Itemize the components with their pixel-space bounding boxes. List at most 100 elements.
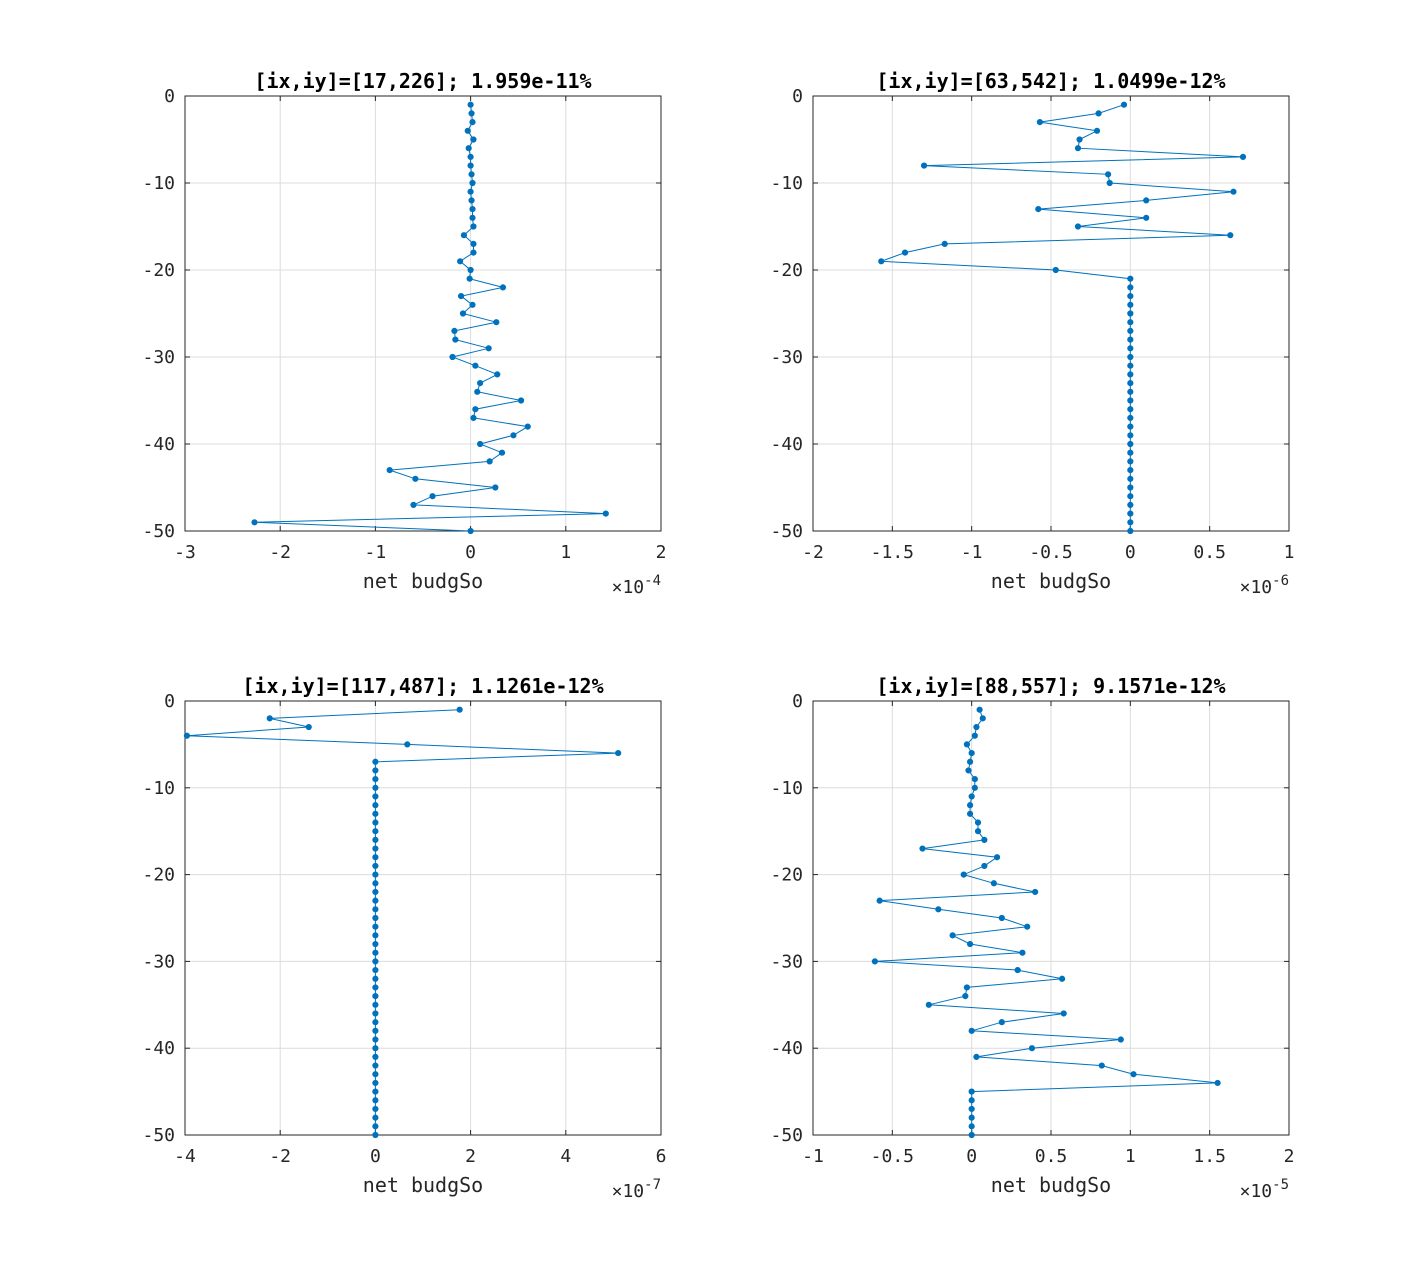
x-tick-label: -3 <box>174 542 196 563</box>
chart-title: [ix,iy]=[63,542]; 1.0499e-12% <box>876 69 1225 93</box>
x-axis-label: net budgSo <box>363 569 483 593</box>
data-point <box>1120 101 1128 108</box>
data-point <box>1127 327 1134 334</box>
x-axis-label: net budgSo <box>363 1173 483 1197</box>
data-point <box>979 715 986 722</box>
data-point <box>1127 275 1134 282</box>
data-point <box>1214 1079 1221 1087</box>
data-point <box>467 162 474 169</box>
x-tick-label: 1 <box>1125 1146 1136 1167</box>
data-point <box>465 145 472 152</box>
multiplier-base: ×10 <box>1240 577 1273 598</box>
data-point <box>1127 345 1134 352</box>
x-tick-label: -2 <box>269 542 291 563</box>
data-point <box>1127 284 1134 291</box>
data-point <box>1127 510 1134 517</box>
x-tick-label: 1 <box>1284 542 1295 563</box>
x-tick-label: -2 <box>802 542 824 563</box>
data-point <box>372 1123 379 1130</box>
x-tick-label: -2 <box>269 1146 291 1167</box>
data-point <box>968 1088 975 1095</box>
data-point <box>372 914 379 922</box>
data-point <box>974 819 982 826</box>
data-point <box>963 984 971 991</box>
data-point <box>470 414 477 421</box>
y-tick-label: -30 <box>142 951 175 972</box>
data-point <box>251 519 258 526</box>
data-point <box>935 906 942 913</box>
data-point <box>372 793 379 800</box>
data-point <box>372 1053 379 1060</box>
data-point <box>960 871 967 878</box>
data-point <box>372 888 379 896</box>
data-point <box>460 232 468 239</box>
data-point <box>464 127 471 134</box>
data-point <box>467 153 474 160</box>
data-point <box>1143 197 1150 204</box>
subplot-top-right: -2 -1.5 -1 -0.5 0 0.5 1 0 -10 -20 -30 -40 -50 [ix,iy]… <box>770 69 1294 598</box>
data-point <box>372 949 379 956</box>
y-tick-label: -20 <box>142 865 175 886</box>
data-point <box>456 706 463 713</box>
multiplier-exponent: -4 <box>644 573 661 589</box>
data-point <box>372 767 379 774</box>
data-point <box>469 301 476 308</box>
x-tick-label: 2 <box>1284 1146 1295 1167</box>
data-point <box>468 110 475 117</box>
data-point <box>1127 432 1134 439</box>
data-point <box>467 266 474 274</box>
data-point <box>457 258 464 265</box>
data-point <box>372 862 379 870</box>
data-point <box>457 293 465 300</box>
data-point <box>1127 293 1134 300</box>
data-point <box>971 776 978 783</box>
data-point <box>1127 406 1134 413</box>
series-line <box>881 104 1244 531</box>
data-point <box>1036 119 1043 126</box>
y-tick-label: 0 <box>164 691 175 712</box>
data-point <box>1032 888 1039 896</box>
data-point <box>1127 501 1134 508</box>
data-point <box>1095 110 1102 117</box>
y-tick-label: -40 <box>142 1038 175 1059</box>
data-point <box>1127 336 1134 343</box>
data-point <box>1130 1071 1137 1078</box>
axes-box <box>184 95 662 532</box>
data-point <box>470 136 477 143</box>
x-tick-label: -1 <box>365 542 387 563</box>
data-point <box>1052 266 1059 274</box>
data-point <box>1014 966 1021 974</box>
axes-box <box>184 700 662 1136</box>
data-point <box>372 966 379 974</box>
y-tick-label: 0 <box>792 86 803 107</box>
data-point <box>998 914 1005 922</box>
data-point <box>372 897 379 904</box>
x-tick-label: 0 <box>966 1146 977 1167</box>
data-point <box>372 1010 379 1017</box>
multiplier-exponent: -6 <box>1272 573 1289 589</box>
x-tick-label: -4 <box>174 1146 196 1167</box>
y-tick-label: -30 <box>142 347 175 368</box>
data-point <box>1093 127 1101 134</box>
x-tick-label: 1.5 <box>1193 1146 1226 1167</box>
data-point <box>472 406 479 413</box>
subplot-top-left: -3 -2 -1 0 1 20-10-20-30-40-50[ix,iy]=[17,226… <box>142 69 666 598</box>
data-point <box>1127 301 1134 308</box>
data-point <box>976 706 983 713</box>
y-tick-label: -40 <box>770 1038 803 1059</box>
data-point <box>1024 923 1031 930</box>
y-tick-label: -50 <box>142 521 175 542</box>
data-point <box>469 119 476 126</box>
y-tick-label: -30 <box>770 951 803 972</box>
data-point <box>472 362 479 369</box>
data-point <box>494 371 501 378</box>
data-point <box>372 906 379 913</box>
data-point <box>467 527 474 535</box>
data-point <box>459 310 467 317</box>
data-point <box>1127 371 1134 378</box>
data-point <box>412 475 419 482</box>
data-point <box>966 810 974 817</box>
data-point <box>1106 179 1113 187</box>
data-point <box>1127 458 1134 465</box>
